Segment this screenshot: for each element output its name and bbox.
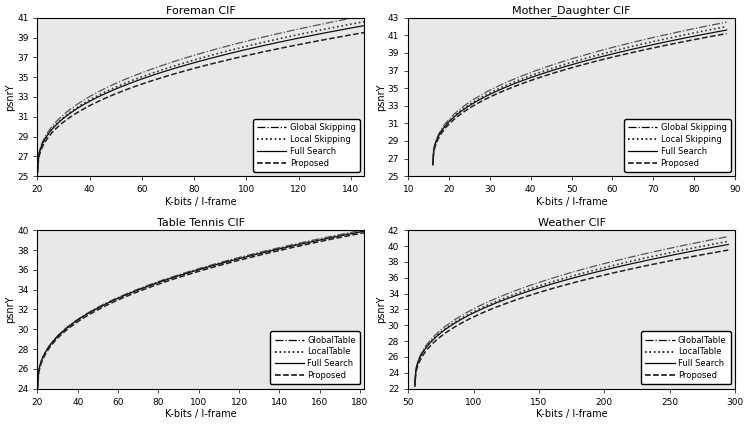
Legend: GlobalTable, LocalTable, Full Search, Proposed: GlobalTable, LocalTable, Full Search, Pr… [641, 332, 731, 385]
X-axis label: K-bits / I-frame: K-bits / I-frame [536, 197, 607, 207]
Title: Foreman CIF: Foreman CIF [166, 6, 236, 16]
X-axis label: K-bits / I-frame: K-bits / I-frame [165, 197, 237, 207]
X-axis label: K-bits / I-frame: K-bits / I-frame [165, 409, 237, 419]
Title: Weather CIF: Weather CIF [538, 218, 605, 228]
X-axis label: K-bits / I-frame: K-bits / I-frame [536, 409, 607, 419]
Legend: GlobalTable, LocalTable, Full Search, Proposed: GlobalTable, LocalTable, Full Search, Pr… [270, 332, 360, 385]
Y-axis label: psnrY: psnrY [376, 83, 386, 110]
Y-axis label: psnrY: psnrY [5, 83, 16, 110]
Title: Table Tennis CIF: Table Tennis CIF [157, 218, 245, 228]
Y-axis label: psnrY: psnrY [376, 296, 386, 323]
Legend: Global Skipping, Local Skipping, Full Search, Proposed: Global Skipping, Local Skipping, Full Se… [253, 119, 360, 172]
Legend: Global Skipping, Local Skipping, Full Search, Proposed: Global Skipping, Local Skipping, Full Se… [624, 119, 731, 172]
Y-axis label: psnrY: psnrY [5, 296, 16, 323]
Title: Mother_Daughter CIF: Mother_Daughter CIF [512, 6, 631, 17]
